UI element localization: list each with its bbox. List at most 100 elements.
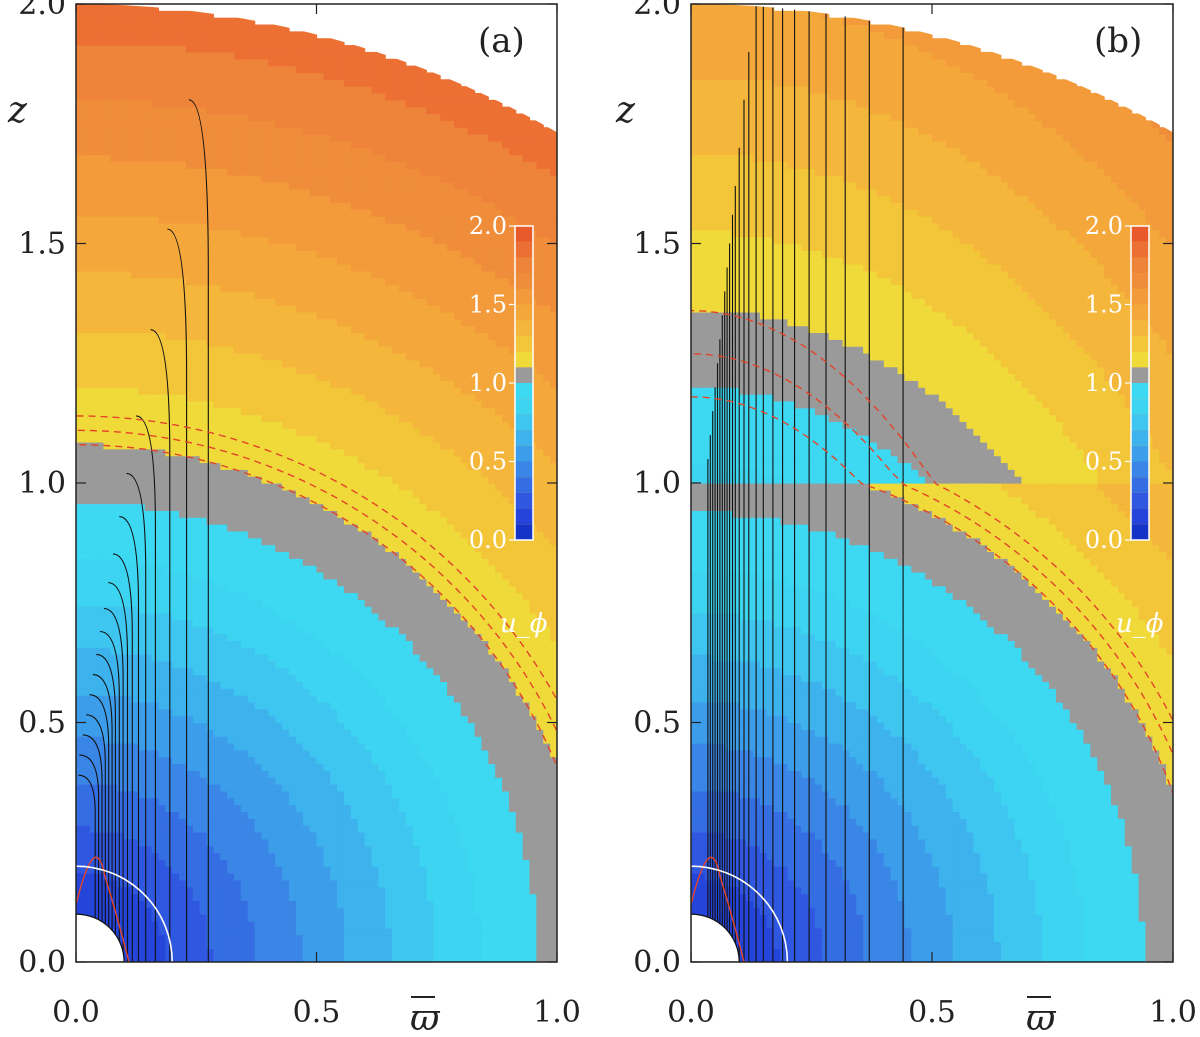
field-cell [227,756,235,765]
field-cell [227,770,235,778]
field-cell [268,455,276,464]
field-cell [137,606,146,614]
field-cell [130,380,139,388]
field-cell [185,229,194,238]
field-cell [76,893,84,902]
field-cell [302,626,311,635]
field-cell [117,394,125,402]
field-cell [234,613,242,621]
field-cell [316,674,324,683]
field-cell [82,695,91,703]
field-cell [144,510,153,518]
field-cell [213,277,221,286]
field-cell [172,838,180,847]
field-cell [268,127,276,135]
field-cell [96,893,105,902]
field-cell [137,216,146,224]
field-cell [82,688,91,696]
field-cell [240,414,249,423]
field-cell [124,599,132,607]
field-cell [268,243,276,251]
field-cell [151,394,160,402]
field-cell [254,790,263,799]
field-cell [302,72,311,80]
field-cell [295,784,304,792]
field-cell [227,31,235,39]
field-cell [76,558,84,566]
field-cell [82,660,91,669]
field-cell [137,667,146,676]
field-cell [124,270,132,279]
field-cell [234,927,242,936]
field-cell [185,831,194,840]
field-cell [316,599,324,607]
field-cell [234,496,242,505]
field-cell [254,65,263,74]
field-cell [144,674,153,683]
field-cell [295,435,304,443]
field-cell [234,722,242,730]
field-cell [309,175,318,183]
field-cell [117,86,125,94]
field-cell [96,647,105,655]
field-cell [165,510,173,518]
field-cell [275,51,283,60]
field-cell [82,818,91,826]
field-cell [144,65,153,74]
field-cell [275,640,283,648]
field-cell [254,387,263,395]
field-cell [199,763,208,771]
field-cell [282,585,290,594]
field-cell [192,414,201,423]
field-cell [89,387,98,395]
field-cell [103,496,111,505]
field-cell [179,893,187,902]
field-cell [179,743,187,751]
field-cell [179,571,187,580]
field-cell [302,346,311,354]
field-cell [185,325,194,334]
field-cell [213,346,221,354]
field-cell [268,92,276,101]
field-cell [172,797,180,806]
field-cell [227,811,235,819]
field-cell [302,339,311,347]
field-cell [234,852,242,860]
field-cell [130,407,139,416]
field-cell [89,407,98,416]
field-cell [254,264,263,272]
field-cell [124,181,132,190]
field-cell [151,359,160,368]
field-cell [213,503,221,511]
field-cell [151,134,160,142]
field-cell [165,489,173,498]
field-cell [82,24,91,32]
field-cell [240,277,249,286]
field-cell [199,866,208,874]
field-cell [144,722,153,730]
field-cell [199,366,208,375]
field-cell [268,831,276,840]
field-cell [240,640,249,648]
field-cell [110,784,118,792]
field-cell [240,914,249,922]
field-cell [96,674,105,683]
field-cell [275,524,283,532]
field-cell [144,907,153,915]
field-cell [130,599,139,607]
field-cell [234,318,242,327]
field-cell [240,825,249,833]
field-cell [227,407,235,416]
field-cell [124,72,132,80]
field-cell [82,667,91,676]
field-cell [254,606,263,614]
field-cell [309,216,318,224]
field-cell [185,58,194,67]
field-cell [165,455,173,464]
field-cell [268,873,276,881]
field-cell [254,571,263,580]
field-cell [124,339,132,347]
field-cell [234,941,242,949]
field-cell [206,565,215,573]
field-cell [282,448,290,457]
